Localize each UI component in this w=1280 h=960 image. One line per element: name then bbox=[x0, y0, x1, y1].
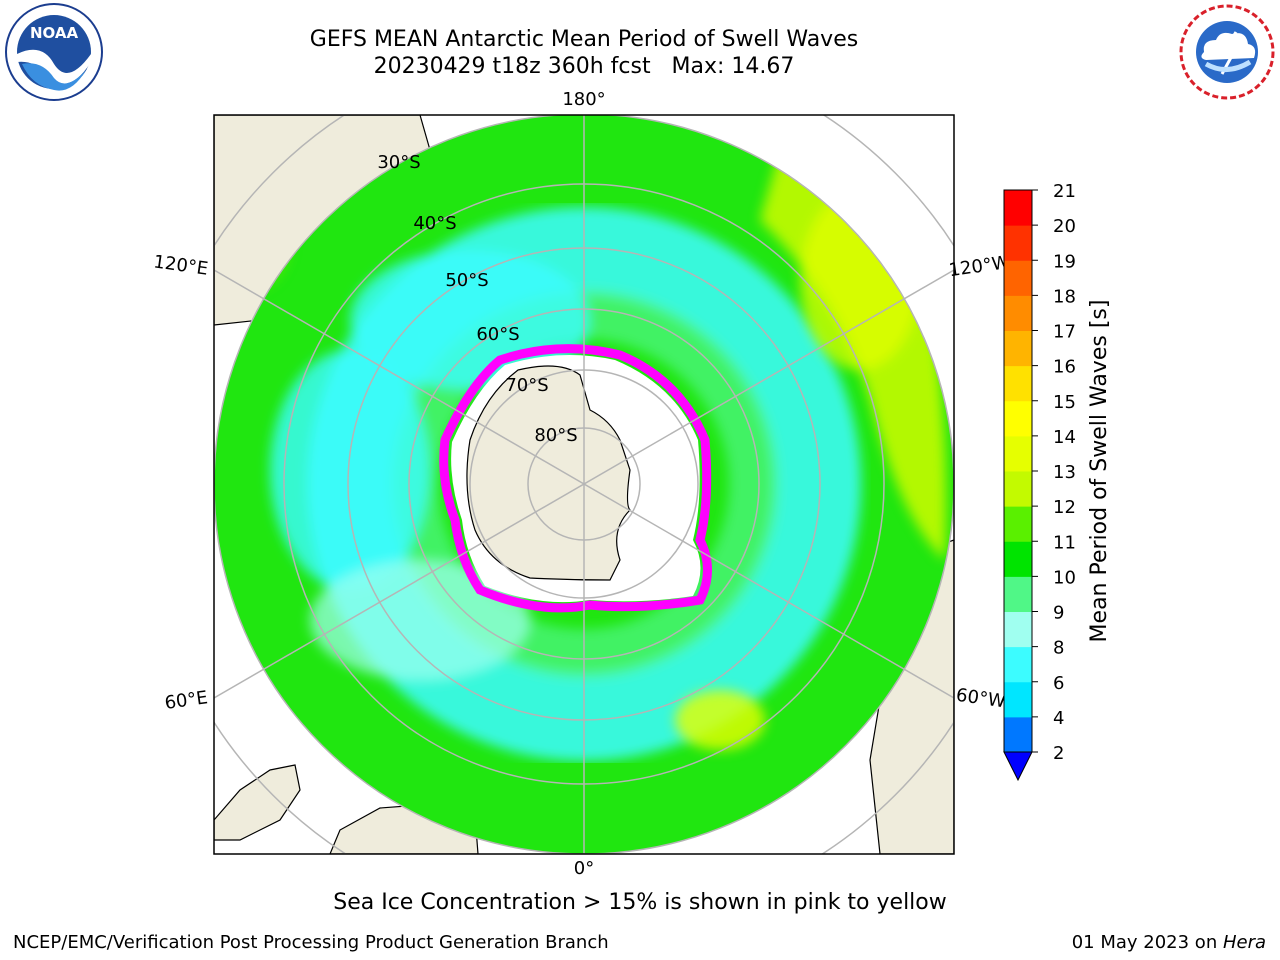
graticule bbox=[214, 115, 954, 854]
lat-label-70s: 70°S bbox=[505, 375, 548, 396]
map-frame bbox=[213, 114, 955, 855]
colorbar-segment bbox=[1004, 435, 1032, 472]
lon-label-180: 180° bbox=[562, 89, 605, 110]
colorbar-segment bbox=[1004, 576, 1032, 612]
noaa-logo: NOAA bbox=[5, 3, 103, 101]
colorbar-tick-label: 9 bbox=[1053, 603, 1064, 624]
colorbar-segment bbox=[1004, 541, 1032, 577]
colorbar-segment bbox=[1004, 400, 1032, 437]
land-madagascar bbox=[214, 764, 301, 841]
colorbar-tick-label: 16 bbox=[1053, 357, 1076, 378]
colorbar-label: Mean Period of Swell Waves [s] bbox=[1087, 300, 1112, 643]
chart-subtitle: 20230429 t18z 360h fcst Max: 14.67 bbox=[373, 54, 795, 79]
colorbar-tick-label: 15 bbox=[1053, 392, 1076, 413]
colorbar-tick-label: 18 bbox=[1053, 286, 1076, 307]
footer-credit: NCEP/EMC/Verification Post Processing Pr… bbox=[13, 932, 609, 953]
colorbar-segment bbox=[1004, 225, 1032, 261]
nws-logo bbox=[1179, 4, 1275, 100]
colorbar-tick-label: 21 bbox=[1053, 181, 1076, 202]
footer-date-text: 01 May 2023 on bbox=[1071, 932, 1223, 953]
lat-label-30s: 30°S bbox=[377, 152, 420, 173]
colorbar-tick-label: 20 bbox=[1053, 216, 1076, 237]
lon-label-120e: 120°E bbox=[152, 251, 209, 279]
lon-label-0: 0° bbox=[574, 858, 594, 879]
colorbar: 2 4 6 8 9 10 11 12 13 14 15 16 17 18 19 20 21 bbox=[1003, 181, 1076, 782]
colorbar-segment bbox=[1004, 330, 1032, 367]
colorbar-segment bbox=[1004, 611, 1032, 648]
lon-label-60e: 60°E bbox=[163, 687, 209, 714]
lat-label-40s: 40°S bbox=[413, 213, 456, 234]
colorbar-segment bbox=[1004, 471, 1032, 507]
colorbar-tick-label: 11 bbox=[1053, 532, 1076, 553]
sea-ice-caption: Sea Ice Concentration > 15% is shown in … bbox=[333, 890, 947, 915]
sea-ice-edge bbox=[439, 344, 712, 613]
colorbar-segment bbox=[1004, 506, 1032, 542]
lon-label-120w: 120°W bbox=[947, 252, 1011, 281]
colorbar-segment bbox=[1004, 260, 1032, 296]
footer-machine: Hera bbox=[1222, 932, 1266, 953]
footer-date: 01 May 2023 on Hera bbox=[1072, 932, 1266, 953]
colorbar-segment bbox=[1004, 681, 1032, 718]
colorbar-tick-label: 6 bbox=[1053, 673, 1064, 694]
colorbar-tick-label: 12 bbox=[1053, 497, 1076, 518]
colorbar-segment bbox=[1004, 646, 1032, 683]
lon-label-60w: 60°W bbox=[955, 685, 1007, 713]
colorbar-tick-label: 4 bbox=[1053, 708, 1064, 729]
lat-label-50s: 50°S bbox=[445, 270, 488, 291]
lat-label-60s: 60°S bbox=[476, 324, 519, 345]
colorbar-under-arrow bbox=[1003, 751, 1033, 782]
colorbar-tick-label: 19 bbox=[1053, 251, 1076, 272]
colorbar-segment bbox=[1004, 716, 1032, 753]
lat-label-80s: 80°S bbox=[534, 425, 577, 446]
colorbar-tick-label: 13 bbox=[1053, 462, 1076, 483]
colorbar-tick-label: 2 bbox=[1053, 743, 1064, 764]
colorbar-segment bbox=[1004, 295, 1032, 331]
swell-field bbox=[214, 115, 954, 854]
colorbar-segment bbox=[1004, 190, 1032, 226]
colorbar-tick-label: 14 bbox=[1053, 427, 1076, 448]
colorbar-tick-label: 8 bbox=[1053, 638, 1064, 659]
land-antarctica bbox=[466, 365, 631, 581]
colorbar-tick-label: 10 bbox=[1053, 567, 1076, 588]
colorbar-segment bbox=[1004, 365, 1032, 402]
colorbar-tick-label: 17 bbox=[1053, 322, 1076, 343]
noaa-logo-text: NOAA bbox=[30, 24, 79, 42]
chart-title: GEFS MEAN Antarctic Mean Period of Swell… bbox=[309, 27, 859, 52]
